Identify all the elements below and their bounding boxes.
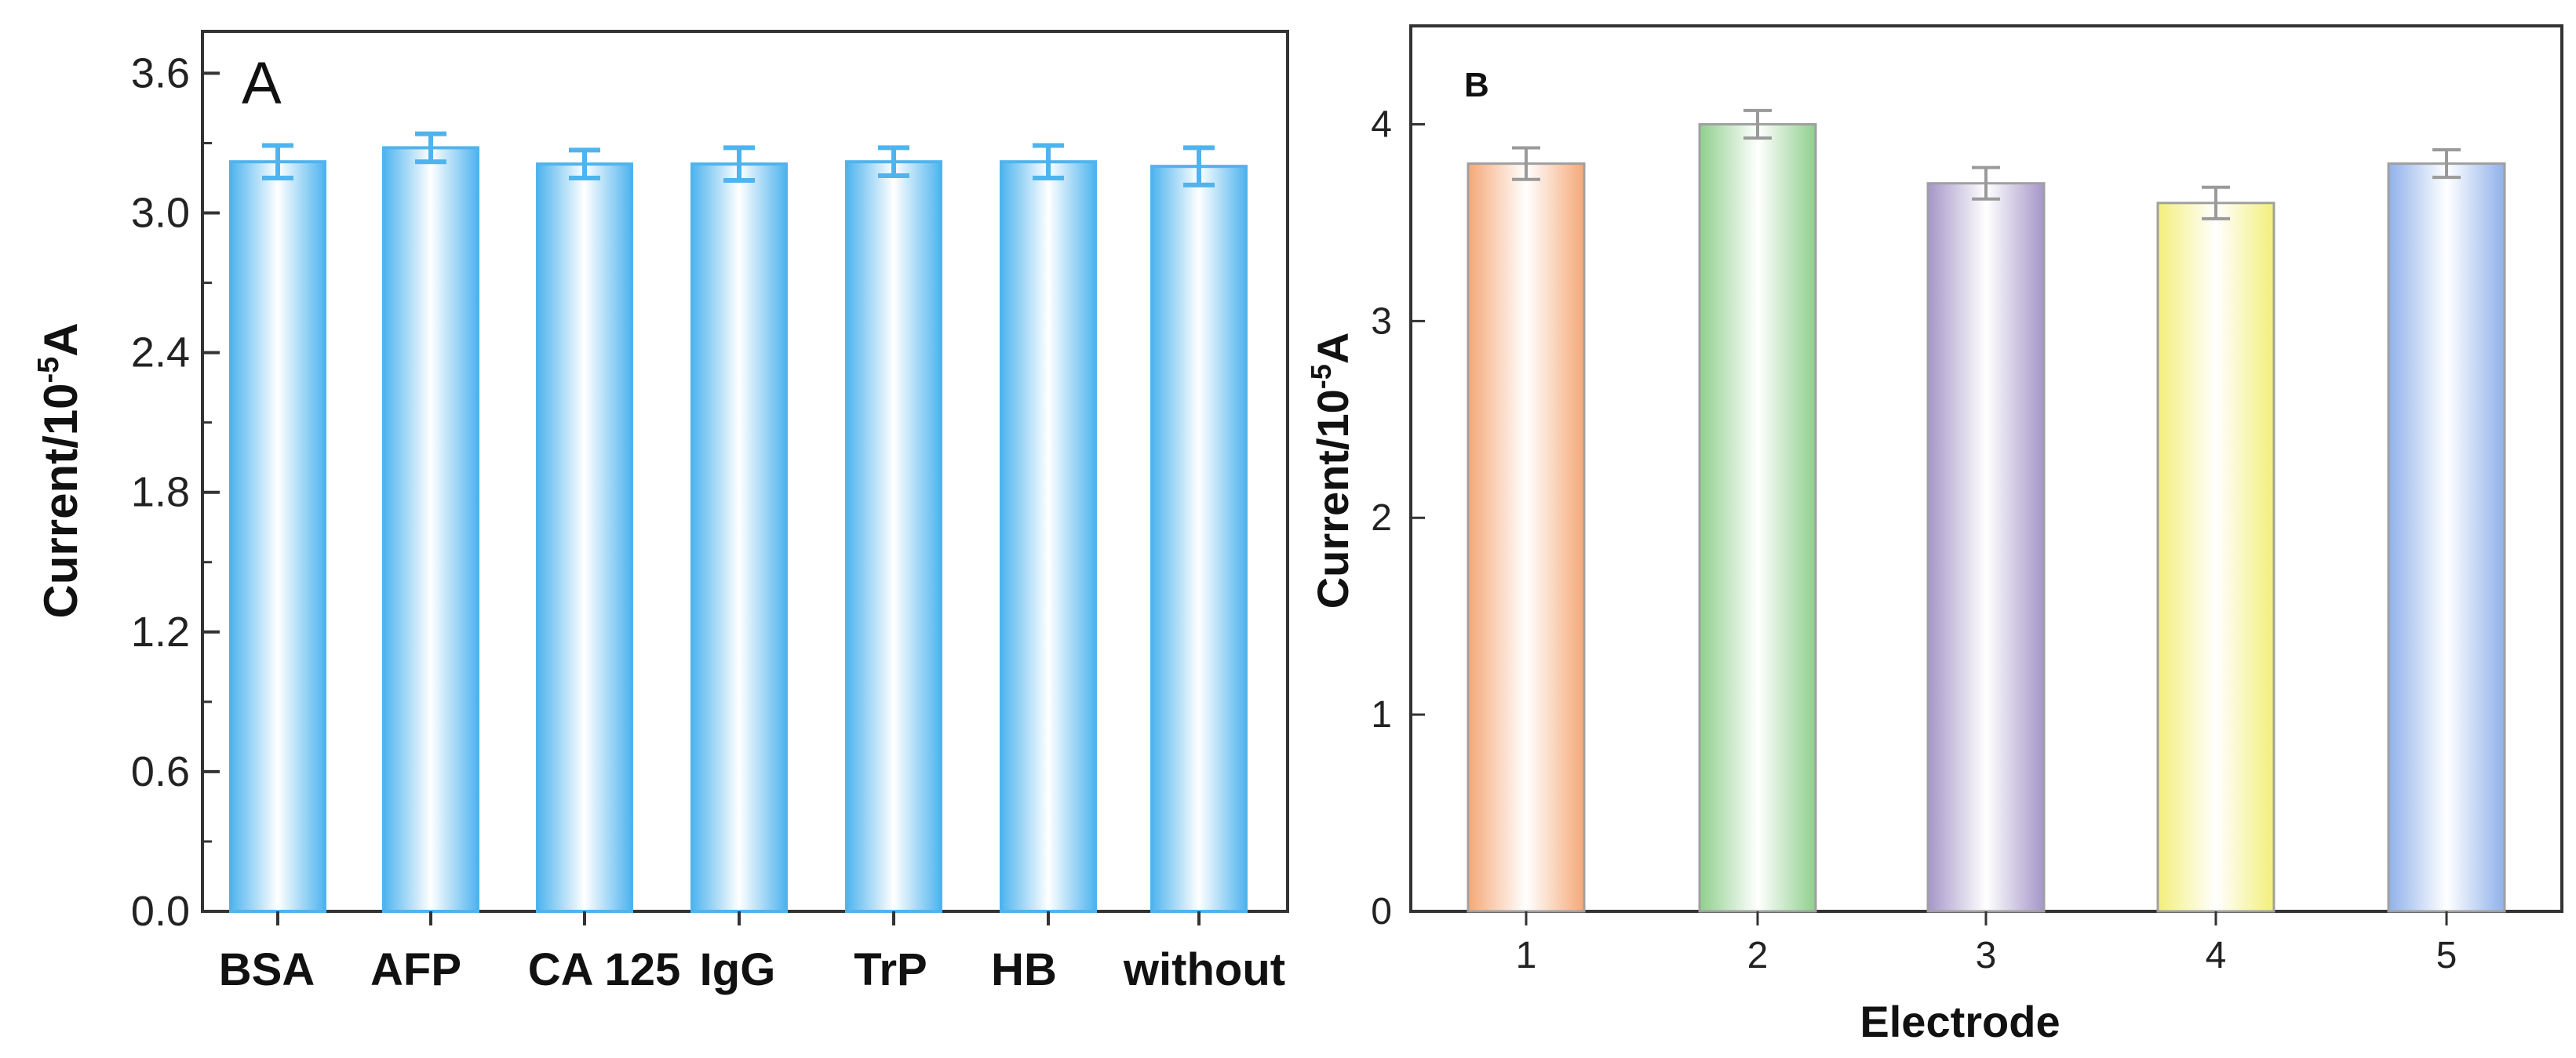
panel-a-chart: A 0.0 0.6 1.2 1.8 2.4 3.0 3.6 BSA AFP CA 125 IgG T…: [32, 30, 1289, 995]
panel-a-bars: [229, 131, 1248, 913]
panel-b-y-tick-label: 1: [1371, 694, 1392, 736]
panel-b-bar-4: [2156, 202, 2275, 913]
panel-b-bar-3: [1926, 182, 2046, 913]
panel-a-bar-hb: [1000, 160, 1097, 913]
panel-a-y-tick-label: 0.6: [131, 748, 190, 795]
panel-b-ylabel-unit: A: [1308, 333, 1357, 364]
panel-a-x-tick-label: BSA: [219, 944, 315, 995]
panel-b-x-tick-label: 4: [2206, 935, 2227, 976]
panel-b-y-tick-label: 4: [1371, 104, 1392, 145]
panel-a-x-tick-label: IgG: [700, 944, 776, 995]
panel-b-chart: B 0 1 2 3 4 1 2 3 4 5 Current/10-5A Electrode: [1305, 24, 2563, 1046]
panel-a-x-tick-label: HB: [991, 944, 1057, 995]
panel-a-y-tick-label: 3.0: [131, 190, 190, 237]
panel-a-x-tick-label: AFP: [370, 944, 461, 995]
panel-b-y-tick-label: 0: [1371, 891, 1392, 933]
panel-a-y-tick-label: 3.6: [131, 49, 190, 96]
panel-b-x-tick-label: 2: [1747, 935, 1769, 976]
panel-a-y-tick-label: 1.8: [131, 469, 190, 516]
panel-a-bar-afp: [382, 146, 479, 913]
panel-a-bar-ca125: [536, 162, 633, 913]
panel-a-bar-without: [1150, 165, 1248, 913]
panel-b-x-tick-label: 1: [1516, 935, 1537, 976]
panel-a-bar-bsa: [229, 160, 326, 913]
panel-b-y-tick-label: 3: [1371, 300, 1392, 342]
panel-a-bar-trp: [845, 160, 942, 913]
panel-a-y-ticks: 0.0 0.6 1.2 1.8 2.4 3.0 3.6: [131, 49, 220, 935]
panel-a-bar-igg: [690, 162, 788, 913]
panel-a-x-tick-label: without: [1123, 944, 1285, 995]
panel-b-y-ticks: 0 1 2 3 4: [1371, 104, 1425, 933]
panel-a-y-tick-label: 2.4: [131, 329, 190, 376]
panel-b-y-axis-title: Current/10-5A: [1305, 333, 1357, 609]
panel-b-x-tick-label: 3: [1976, 935, 1997, 976]
panel-a-y-axis-title: Current/10-5A: [32, 322, 87, 618]
panel-a-y-tick-label: 1.2: [131, 609, 190, 656]
panel-b-x-axis-title: Electrode: [1860, 997, 2060, 1046]
panel-b-ylabel-main: Current/10: [1308, 389, 1357, 609]
panel-b-x-ticks: 1 2 3 4 5: [1516, 911, 2458, 976]
panel-a-x-ticks: BSA AFP CA 125 IgG TrP HB without: [219, 911, 1285, 995]
panel-a-label: A: [242, 50, 282, 117]
panel-a-ylabel-unit: A: [35, 322, 87, 356]
panel-b-bar-5: [2387, 162, 2506, 913]
panel-b-bar-1: [1467, 162, 1586, 913]
panel-a-ylabel-exp: -5: [32, 357, 65, 384]
panel-a-x-tick-label: CA 125: [528, 944, 681, 995]
panel-b-bars: [1467, 108, 2506, 913]
panel-b-x-tick-label: 5: [2436, 935, 2458, 976]
panel-b-y-tick-label: 2: [1371, 497, 1392, 539]
panel-b-bar-2: [1698, 122, 1817, 913]
panel-b-label: B: [1464, 66, 1489, 104]
panel-a-ylabel-main: Current/10: [35, 384, 87, 619]
panel-b-ylabel-exp: -5: [1305, 364, 1337, 389]
panel-a-x-tick-label: TrP: [854, 944, 927, 995]
panel-a-y-tick-label: 0.0: [131, 888, 190, 935]
